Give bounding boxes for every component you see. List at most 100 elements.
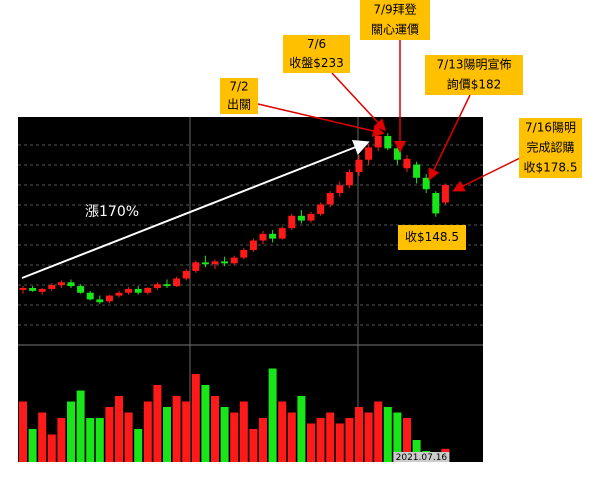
annotation-text: 7/16陽明 xyxy=(525,121,576,135)
volume-bar xyxy=(124,412,133,462)
candle-body xyxy=(96,299,104,303)
volume-bar xyxy=(76,390,85,462)
volume-bar xyxy=(412,440,421,462)
candle-body xyxy=(134,288,142,293)
candle-body xyxy=(211,261,219,265)
annotation-box xyxy=(398,225,466,250)
candle-body xyxy=(48,285,56,289)
volume-bar xyxy=(220,407,229,462)
volume-bar xyxy=(355,407,363,462)
annotation-text: 漲170% xyxy=(85,204,139,220)
volume-bar xyxy=(95,418,104,462)
candle-body xyxy=(19,288,27,290)
annotation-box xyxy=(283,35,350,73)
volume-bar xyxy=(297,396,306,462)
volume-bar xyxy=(383,407,392,462)
volume-bar xyxy=(28,429,37,462)
candle-body xyxy=(422,177,430,190)
volume-bar xyxy=(345,418,354,462)
candle-body xyxy=(77,286,85,293)
candle-body xyxy=(336,185,344,193)
volume-bar xyxy=(182,401,191,462)
annotation-text: 詢價$182 xyxy=(447,77,502,92)
annotation-arrow xyxy=(331,72,387,132)
annotation-text: 7/9拜登 xyxy=(373,2,416,17)
candle-body xyxy=(163,284,171,287)
volume-bar xyxy=(67,401,75,462)
volume-bar xyxy=(153,385,162,462)
candle-body xyxy=(403,158,411,169)
candle-body xyxy=(67,282,75,287)
candle-body xyxy=(297,215,305,221)
volume-bar xyxy=(105,407,114,462)
candle-body xyxy=(192,262,200,271)
volume-bar xyxy=(47,434,56,462)
candle-body xyxy=(57,282,65,286)
candle-body xyxy=(38,288,46,292)
annotation-text: 收$178.5 xyxy=(524,161,578,175)
annotation-text: 收盤$233 xyxy=(289,56,344,70)
candle-body xyxy=(355,159,363,173)
candle-body xyxy=(441,184,449,203)
candle-body xyxy=(365,147,373,160)
candle-body xyxy=(413,164,421,178)
candle-body xyxy=(317,204,325,214)
candle-body xyxy=(29,288,37,291)
volume-bar xyxy=(393,412,402,462)
volume-bar xyxy=(364,412,373,462)
volume-bar xyxy=(230,412,239,462)
trend-arrow xyxy=(21,139,370,279)
candle-body xyxy=(345,172,353,186)
candle-body xyxy=(105,295,113,302)
annotation-box xyxy=(360,0,430,40)
volume-bar xyxy=(86,418,95,462)
volume-bar xyxy=(249,429,258,462)
candle-body xyxy=(115,292,123,296)
annotation-box xyxy=(519,118,582,178)
candle-body xyxy=(240,250,248,258)
candle-body xyxy=(432,193,440,214)
candle-body xyxy=(259,233,267,241)
candle-body xyxy=(384,136,392,149)
annotation-text: 完成認購 xyxy=(526,140,574,155)
volume-bar xyxy=(374,401,383,462)
candle-body xyxy=(173,278,181,287)
annotation-text: 7/6 xyxy=(307,37,326,51)
annotation-arrow xyxy=(257,103,385,137)
volume-bar xyxy=(403,418,411,462)
volume-bar xyxy=(287,412,296,462)
volume-bar xyxy=(335,423,344,462)
candle-body xyxy=(201,262,209,265)
volume-bar xyxy=(259,418,267,462)
volume-bar xyxy=(163,407,171,462)
candle-body xyxy=(307,213,315,221)
volume-bar xyxy=(326,412,335,462)
date-box xyxy=(393,452,450,462)
volume-bar xyxy=(307,423,315,462)
volume-bar xyxy=(143,401,152,462)
candle-body xyxy=(153,284,161,288)
volume-bar xyxy=(201,385,210,462)
volume-bar xyxy=(211,396,219,462)
candle-body xyxy=(374,136,382,148)
x-tick-label: 2021.07.16 xyxy=(396,453,448,463)
candle-body xyxy=(144,288,152,293)
annotation-arrow xyxy=(452,157,521,192)
candle-body xyxy=(269,233,277,239)
annotation-arrow xyxy=(428,94,471,181)
candle-body xyxy=(326,193,334,205)
volume-bar xyxy=(316,418,325,462)
annotation-box xyxy=(425,55,523,95)
annotation-box xyxy=(220,78,258,114)
volume-bar xyxy=(115,396,123,462)
candle-body xyxy=(182,270,190,279)
volume-bar xyxy=(191,374,200,462)
volume-bar xyxy=(38,412,47,462)
candle-body xyxy=(278,228,286,239)
candle-body xyxy=(221,261,229,264)
volume-bar xyxy=(268,368,277,462)
candle-body xyxy=(249,240,257,250)
annotation-text: 收$148.5 xyxy=(405,230,459,244)
annotation-text: 出關 xyxy=(227,98,251,112)
